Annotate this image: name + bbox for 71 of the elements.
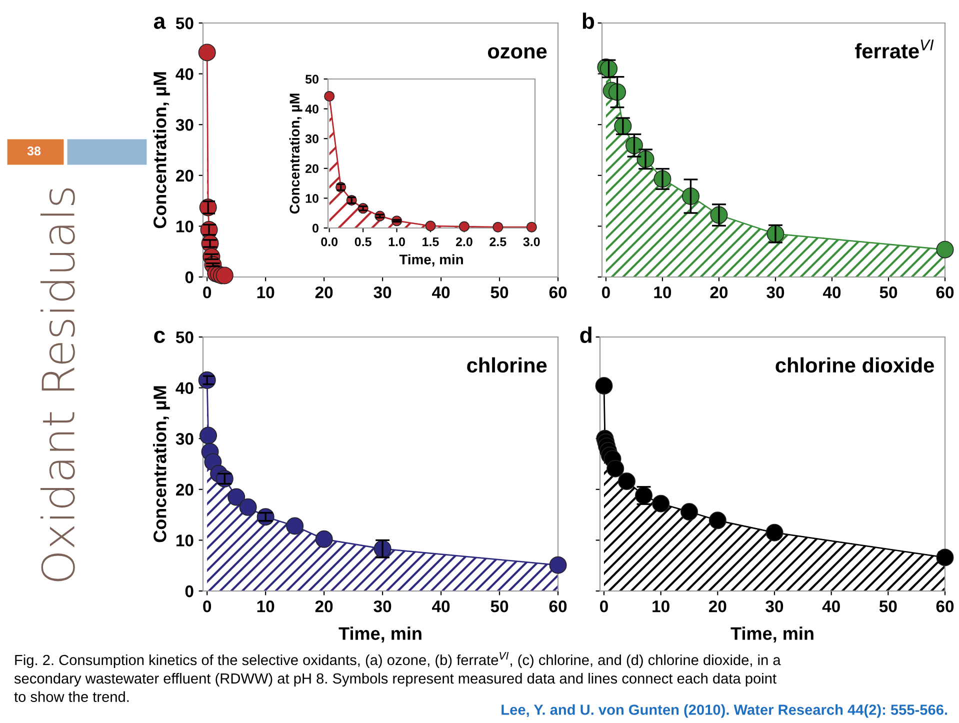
- y-tick-label: 0: [312, 224, 318, 233]
- x-tick-label: 10: [257, 286, 274, 298]
- text: c: [154, 330, 166, 343]
- text: Oxidant Residuals: [40, 188, 75, 582]
- text: 38: [27, 146, 41, 156]
- x-tick-label: 40: [432, 286, 450, 298]
- x-tick-label: 10: [257, 600, 274, 612]
- x-tick-label: 30: [766, 286, 784, 298]
- x-tick-label: 20: [710, 286, 728, 298]
- x-tick-label: 0.5: [354, 237, 372, 246]
- y-tick-label: 10: [306, 194, 318, 203]
- y-tick-label: 0: [185, 271, 194, 284]
- x-tick-label: 10: [654, 286, 672, 298]
- x-tick-label: 3.0: [523, 237, 540, 246]
- x-tick-label: 30: [374, 286, 392, 298]
- y-tick-label: 20: [176, 484, 194, 496]
- text: chlorine: [467, 357, 547, 373]
- x-axis-title: Time, min: [338, 626, 422, 643]
- y-tick-label: 20: [306, 164, 318, 174]
- x-tick-label: 0: [203, 286, 212, 298]
- y-tick-label: 10: [176, 534, 194, 546]
- x-tick-label: 60: [936, 286, 954, 298]
- text: b: [582, 12, 594, 29]
- y-axis-title: Concentration, µM: [289, 94, 302, 214]
- text: Lee, Y. and U. von Gunten (2010). Water Research 44(2): 555-566.: [502, 704, 948, 718]
- x-tick-label: 0.0: [321, 237, 338, 246]
- x-tick-label: 30: [766, 600, 784, 612]
- x-tick-label: 2.0: [456, 237, 472, 246]
- x-tick-label: 60: [549, 286, 567, 298]
- y-tick-label: 40: [305, 104, 318, 114]
- x-axis-title: Time, min: [730, 626, 814, 643]
- y-tick-label: 30: [176, 119, 194, 131]
- x-tick-label: 1.0: [388, 237, 405, 246]
- x-tick-label: 60: [549, 600, 567, 612]
- x-tick-label: 1.5: [422, 237, 439, 246]
- y-tick-label: 50: [176, 17, 194, 30]
- x-tick-label: 50: [490, 600, 508, 612]
- y-tick-label: 50: [176, 331, 194, 344]
- y-tick-label: 30: [305, 134, 318, 144]
- y-tick-label: 40: [176, 68, 194, 80]
- x-tick-label: 0: [203, 600, 212, 612]
- x-tick-label: 10: [652, 600, 670, 612]
- y-tick-label: 30: [176, 433, 194, 445]
- x-tick-label: 0: [602, 286, 610, 298]
- text: chlorine dioxide: [776, 357, 934, 373]
- x-tick-label: 50: [880, 286, 898, 298]
- x-tick-label: 40: [432, 600, 450, 612]
- text: ozone: [488, 47, 547, 59]
- y-tick-label: 40: [176, 382, 194, 394]
- caption: Fig. 2. Consumption kinetics of the selective oxidants, (a) ozone, (b) ferrate$^{VI}$, (c) chlorine, and (d) chlorine dioxide, in a secondary wastewater effluent (RDWW) at pH 8. Symbols represent measured data and lines connect each data point to show the trend.: [14, 652, 781, 702]
- y-axis-title: Concentration, µM: [153, 72, 170, 228]
- x-axis-title: Time, min: [399, 254, 463, 266]
- x-tick-label: 0: [600, 600, 608, 612]
- y-tick-label: 50: [305, 74, 318, 84]
- text: d: [580, 326, 592, 343]
- x-tick-label: 40: [822, 600, 840, 612]
- y-tick-label: 0: [185, 585, 194, 598]
- x-tick-label: 60: [936, 600, 954, 612]
- text: ferrate$^{VI}$: [855, 40, 934, 58]
- x-tick-label: 2.5: [490, 237, 506, 246]
- x-tick-label: 50: [490, 286, 508, 298]
- x-tick-label: 30: [374, 600, 392, 612]
- x-tick-label: 40: [822, 286, 841, 298]
- x-tick-label: 50: [879, 600, 897, 612]
- text: a: [154, 16, 166, 29]
- y-tick-label: 10: [176, 220, 194, 232]
- x-tick-label: 20: [315, 600, 333, 612]
- x-tick-label: 20: [708, 600, 726, 612]
- x-tick-label: 20: [315, 286, 333, 298]
- y-tick-label: 20: [176, 170, 194, 182]
- y-axis-title: Concentration, µM: [153, 386, 170, 542]
